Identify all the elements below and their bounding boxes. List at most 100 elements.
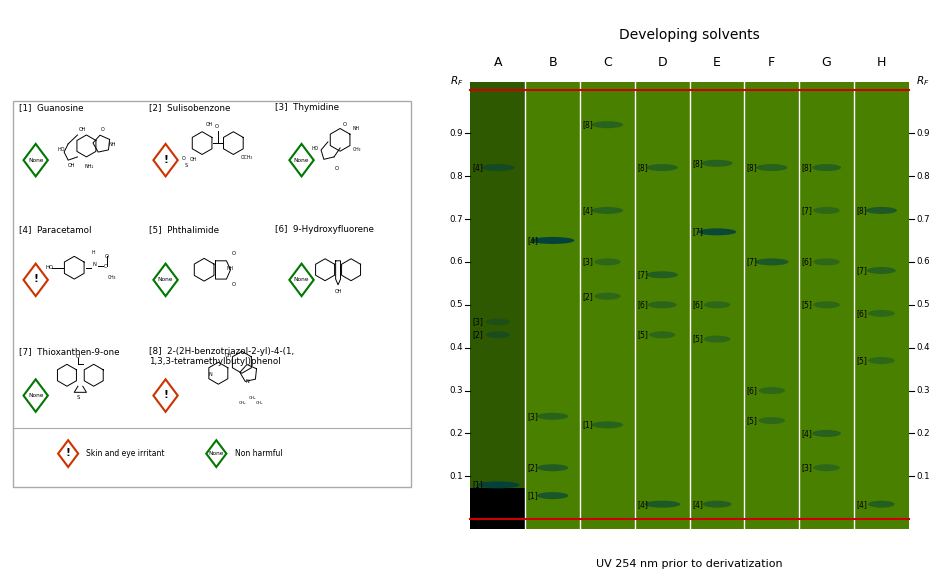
Text: OH: OH bbox=[78, 127, 86, 131]
Text: [7]  Thioxanthen-9-one: [7] Thioxanthen-9-one bbox=[20, 347, 120, 356]
Text: [4]: [4] bbox=[637, 500, 648, 509]
Text: [8]: [8] bbox=[582, 120, 593, 129]
Polygon shape bbox=[153, 144, 178, 176]
Text: [6]: [6] bbox=[747, 386, 758, 395]
Text: S: S bbox=[77, 395, 80, 400]
Ellipse shape bbox=[868, 310, 895, 317]
Text: [5]: [5] bbox=[637, 330, 648, 339]
Text: [8]: [8] bbox=[857, 206, 867, 215]
Polygon shape bbox=[23, 264, 47, 296]
Text: None: None bbox=[294, 158, 310, 162]
Ellipse shape bbox=[485, 319, 510, 325]
Text: HO: HO bbox=[45, 265, 53, 270]
Ellipse shape bbox=[814, 207, 840, 214]
Text: [2]: [2] bbox=[472, 330, 484, 339]
Polygon shape bbox=[206, 440, 226, 467]
Text: !: ! bbox=[163, 390, 168, 400]
Ellipse shape bbox=[485, 331, 510, 338]
Text: [7]: [7] bbox=[747, 257, 758, 267]
Text: [7]: [7] bbox=[857, 266, 867, 275]
Ellipse shape bbox=[702, 501, 732, 507]
Text: O: O bbox=[76, 354, 80, 359]
Text: [8]  2-(2H-benzotriazol-2-yl)-4-(1,
1,3,3-tetramethylbutyl)phenol: [8] 2-(2H-benzotriazol-2-yl)-4-(1, 1,3,3… bbox=[150, 347, 295, 366]
Ellipse shape bbox=[704, 336, 730, 343]
Text: 0.9: 0.9 bbox=[916, 129, 929, 138]
Polygon shape bbox=[153, 380, 178, 412]
Ellipse shape bbox=[591, 121, 623, 128]
Text: D: D bbox=[658, 56, 667, 69]
Text: OH: OH bbox=[206, 122, 213, 127]
Text: None: None bbox=[158, 278, 173, 282]
Text: B: B bbox=[549, 56, 557, 69]
Text: 0.8: 0.8 bbox=[916, 172, 930, 181]
Text: [8]: [8] bbox=[637, 163, 648, 172]
Polygon shape bbox=[153, 264, 178, 296]
Text: [6]: [6] bbox=[857, 309, 867, 318]
Text: 0.5: 0.5 bbox=[916, 300, 930, 309]
Ellipse shape bbox=[759, 417, 785, 424]
Text: CH₃: CH₃ bbox=[249, 396, 257, 400]
Text: 0.1: 0.1 bbox=[916, 472, 930, 481]
Text: [1]  Guanosine: [1] Guanosine bbox=[20, 103, 84, 112]
Bar bbox=[471, 82, 525, 529]
Ellipse shape bbox=[756, 164, 788, 171]
Ellipse shape bbox=[537, 464, 568, 471]
Text: N: N bbox=[246, 378, 249, 384]
Text: [7]: [7] bbox=[637, 270, 648, 279]
Text: [2]: [2] bbox=[527, 463, 538, 472]
Text: NH: NH bbox=[226, 266, 233, 271]
Ellipse shape bbox=[755, 259, 789, 266]
Text: [5]  Phthalimide: [5] Phthalimide bbox=[150, 225, 219, 234]
Text: None: None bbox=[28, 393, 44, 398]
Ellipse shape bbox=[537, 413, 568, 420]
Text: 0.6: 0.6 bbox=[450, 257, 463, 267]
Text: O: O bbox=[232, 282, 235, 287]
Ellipse shape bbox=[591, 207, 623, 214]
Ellipse shape bbox=[646, 164, 678, 171]
Text: [4]: [4] bbox=[692, 500, 703, 509]
Text: 0.8: 0.8 bbox=[450, 172, 463, 181]
FancyBboxPatch shape bbox=[13, 101, 411, 487]
Bar bbox=[471, 82, 909, 529]
Text: [4]: [4] bbox=[582, 206, 593, 215]
Text: [3]: [3] bbox=[472, 317, 484, 327]
Text: [2]  Sulisobenzone: [2] Sulisobenzone bbox=[150, 103, 231, 112]
Text: [8]: [8] bbox=[747, 163, 758, 172]
Text: None: None bbox=[208, 451, 224, 456]
Text: E: E bbox=[713, 56, 721, 69]
Text: [3]: [3] bbox=[582, 257, 593, 267]
Text: [3]: [3] bbox=[802, 463, 813, 472]
Text: NH: NH bbox=[109, 142, 116, 147]
Text: $R_F$: $R_F$ bbox=[450, 74, 463, 88]
Text: CH₃: CH₃ bbox=[352, 147, 361, 152]
Text: F: F bbox=[768, 56, 776, 69]
Text: O: O bbox=[214, 124, 219, 130]
Polygon shape bbox=[289, 264, 313, 296]
Text: OH: OH bbox=[224, 353, 232, 358]
Text: Skin and eye irritant: Skin and eye irritant bbox=[86, 449, 164, 458]
Text: N: N bbox=[208, 372, 212, 377]
Text: C: C bbox=[103, 264, 107, 269]
Ellipse shape bbox=[537, 492, 568, 499]
Ellipse shape bbox=[868, 357, 895, 364]
Ellipse shape bbox=[866, 207, 897, 214]
Ellipse shape bbox=[648, 301, 677, 308]
Text: 0.1: 0.1 bbox=[450, 472, 463, 481]
Ellipse shape bbox=[814, 301, 840, 308]
Text: $R_F$: $R_F$ bbox=[916, 74, 929, 88]
Text: [3]: [3] bbox=[527, 412, 538, 421]
Text: [5]: [5] bbox=[802, 300, 813, 309]
Text: [7]: [7] bbox=[692, 228, 703, 236]
Ellipse shape bbox=[868, 501, 895, 507]
Ellipse shape bbox=[594, 293, 620, 300]
Text: H: H bbox=[91, 251, 95, 255]
Text: Non harmful: Non harmful bbox=[234, 449, 282, 458]
Text: O: O bbox=[181, 156, 186, 161]
Text: N: N bbox=[92, 263, 97, 267]
Text: 0.7: 0.7 bbox=[450, 214, 463, 223]
Ellipse shape bbox=[646, 271, 678, 278]
Text: NH: NH bbox=[352, 126, 359, 131]
Text: OCH₃: OCH₃ bbox=[241, 156, 253, 160]
Text: NH₂: NH₂ bbox=[85, 164, 94, 169]
Text: [4]: [4] bbox=[472, 163, 484, 172]
